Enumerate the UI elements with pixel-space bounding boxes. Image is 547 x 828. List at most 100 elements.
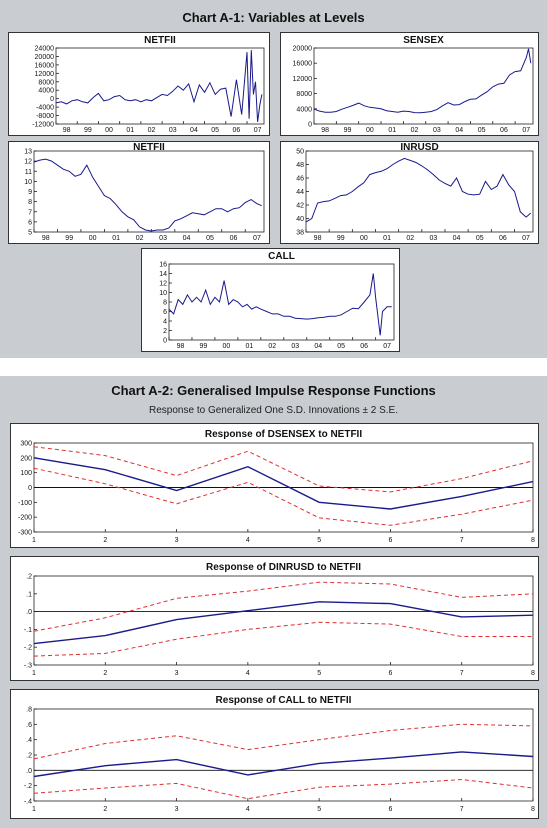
y-tick-label: 20000 [293,46,313,53]
y-tick-label: 0 [308,122,312,129]
x-tick-label: 99 [200,343,208,350]
x-tick-label: 1 [32,537,36,544]
x-tick-label: 06 [360,343,368,350]
x-tick-label: 03 [433,127,441,134]
x-tick-label: 01 [112,235,120,242]
y-tick-label: 4000 [296,106,312,113]
x-tick-label: 6 [388,806,392,813]
x-tick-label: 8 [531,537,535,544]
x-tick-label: 2 [103,806,107,813]
x-tick-label: 00 [105,127,113,134]
x-tick-label: 02 [268,343,276,350]
x-tick-label: 07 [253,235,261,242]
chart-title: Response of DINRUSD to NETFII [206,562,361,573]
x-tick-label: 00 [89,235,97,242]
series-line [33,457,534,510]
y-tick-label: -200 [18,515,32,522]
y-tick-label: 12 [159,281,167,288]
x-tick-label: 98 [314,235,322,242]
y-tick-label: 13 [24,149,32,156]
x-tick-label: 7 [460,806,464,813]
x-tick-label: 03 [159,235,167,242]
x-tick-label: 04 [453,235,461,242]
x-tick-label: 00 [360,235,368,242]
confidence-band-line [33,581,534,632]
y-tick-label: 0 [50,96,54,103]
x-tick-label: 07 [254,127,262,134]
x-tick-label: 04 [183,235,191,242]
x-tick-label: 6 [388,670,392,677]
x-tick-label: 02 [148,127,156,134]
x-tick-label: 5 [317,806,321,813]
x-tick-label: 7 [460,670,464,677]
x-tick-label: 3 [175,537,179,544]
x-tick-label: 07 [383,343,391,350]
chart-frame [10,556,539,681]
x-tick-label: 05 [478,127,486,134]
y-tick-label: 16000 [35,62,55,69]
y-tick-label: 6 [28,219,32,226]
y-tick-label: -.2 [24,783,32,790]
series-line [33,601,534,645]
y-tick-label: 11 [25,169,32,176]
plot-area [33,575,534,666]
y-tick-label: .0 [26,609,32,616]
x-tick-label: 06 [500,127,508,134]
y-tick-label: 50 [296,149,304,156]
y-tick-label: -300 [18,530,32,537]
figure2-subtitle: Response to Generalized One S.D. Innovat… [149,405,398,416]
y-tick-label: -8000 [36,113,54,120]
x-tick-label: 6 [388,537,392,544]
y-tick-label: .2 [26,753,32,760]
x-tick-label: 2 [103,537,107,544]
x-tick-label: 00 [366,127,374,134]
chart-title: NETFII [144,35,176,46]
chart-title: Response of DSENSEX to NETFII [205,429,362,440]
x-tick-label: 99 [65,235,73,242]
y-tick-label: 24000 [35,46,55,53]
y-tick-label: .2 [26,574,32,581]
series-line [33,751,534,778]
chart-frame [280,141,539,244]
x-tick-label: 99 [337,235,345,242]
x-tick-label: 07 [522,127,530,134]
x-tick-label: 3 [175,806,179,813]
x-tick-label: 01 [383,235,391,242]
x-tick-label: 7 [460,537,464,544]
x-tick-label: 4 [246,806,250,813]
y-tick-label: 9 [28,189,32,196]
y-tick-label: -100 [18,500,32,507]
y-tick-label: 4000 [38,88,54,95]
chart-title: NETFII [133,142,165,153]
chart-title: SENSEX [403,35,444,46]
chart-frame [10,689,539,819]
y-tick-label: 12 [24,159,32,166]
x-tick-label: 03 [291,343,299,350]
x-tick-label: 3 [175,670,179,677]
x-tick-label: 02 [406,235,414,242]
chart-call-levels: CALL 16 14 12 10 8 6 4 2 0 98 99 00 01 02 03 04 05 06 07 [141,248,400,352]
chart-sensex-levels: SENSEX 20000 16000 12000 8000 4000 0 98 99 00 01 02… [280,32,539,136]
x-tick-label: 98 [321,127,329,134]
x-tick-label: 98 [177,343,185,350]
y-tick-label: 7 [28,209,32,216]
confidence-band-line [33,723,534,760]
x-tick-label: 05 [476,235,484,242]
x-tick-label: 5 [317,670,321,677]
x-tick-label: 8 [531,806,535,813]
x-tick-label: 06 [230,235,238,242]
x-tick-label: 98 [63,127,71,134]
y-tick-label: 6 [163,309,167,316]
x-tick-label: 06 [233,127,241,134]
y-tick-label: 16000 [293,61,313,68]
x-tick-label: 99 [344,127,352,134]
y-tick-label: -.2 [24,645,32,652]
chart-title: CALL [268,251,295,262]
y-tick-label: 12000 [293,76,313,83]
y-tick-label: 8000 [38,79,54,86]
x-tick-label: 01 [126,127,134,134]
x-tick-label: 04 [314,343,322,350]
y-tick-label: 38 [296,230,304,237]
series-line [55,50,263,122]
